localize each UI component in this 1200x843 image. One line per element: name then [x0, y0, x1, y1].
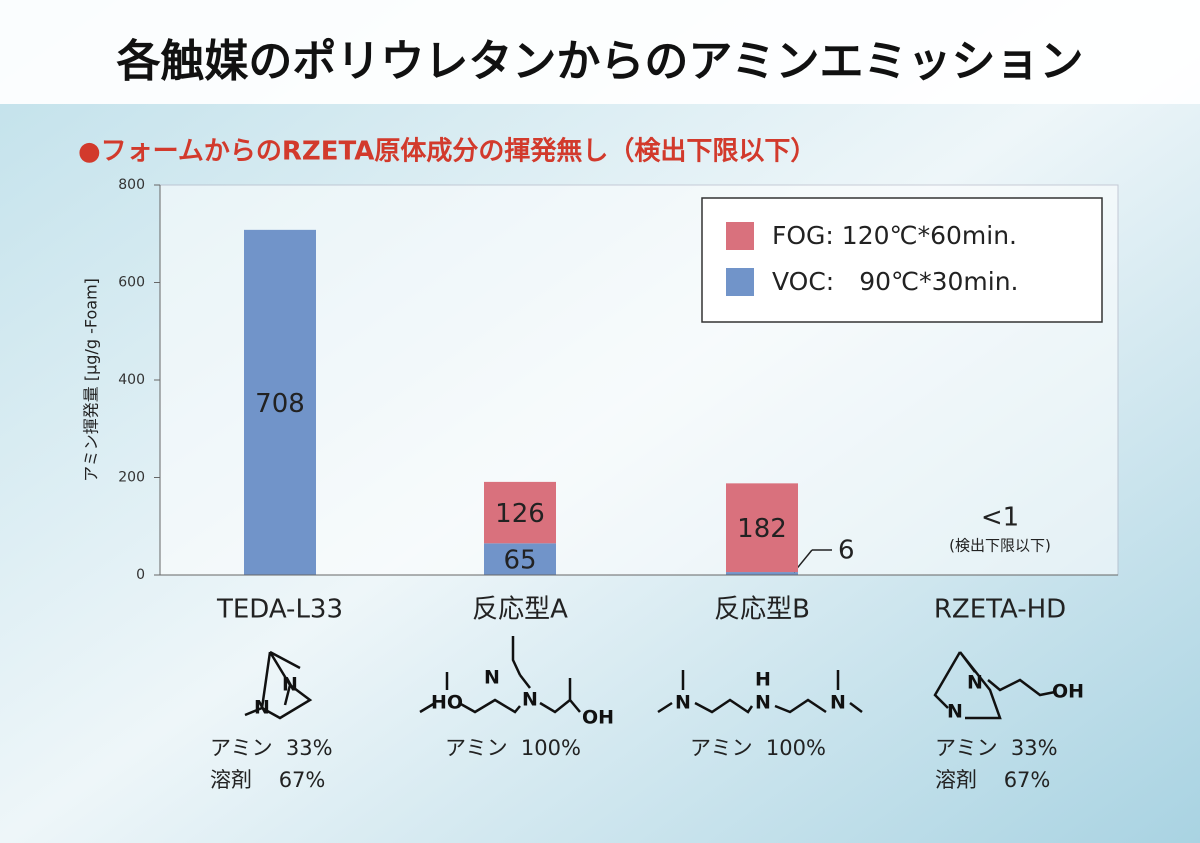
- atom-label: N: [254, 697, 270, 719]
- data-label: 6: [838, 536, 855, 566]
- data-label: 65: [503, 546, 536, 576]
- atom-label: N: [755, 692, 771, 714]
- atom-label: N: [830, 692, 846, 714]
- y-tick-label: 400: [118, 372, 145, 388]
- x-tick-label: RZETA-HD: [934, 595, 1066, 625]
- annotation: (検出下限以下): [949, 537, 1051, 555]
- bar: [484, 481, 556, 544]
- bar: [726, 572, 798, 575]
- data-label: 708: [255, 389, 305, 419]
- bar: [726, 483, 798, 573]
- y-axis-label: アミン揮発量 [μg/g -Foam]: [82, 278, 101, 482]
- composition: 溶剤 67%: [935, 768, 1050, 792]
- composition: アミン 33%: [935, 736, 1058, 760]
- x-tick-label: TEDA-L33: [216, 595, 343, 625]
- composition: アミン 100%: [445, 736, 581, 760]
- annotation: <1: [981, 503, 1019, 533]
- atom-label: N: [484, 667, 500, 689]
- legend-label: FOG: 120℃*60min.: [772, 221, 1017, 250]
- title-band: [0, 0, 1200, 104]
- atom-label: H: [755, 669, 771, 691]
- x-tick-label: 反応型A: [472, 595, 568, 625]
- legend-swatch: [726, 268, 754, 296]
- atom-label: N: [967, 672, 983, 694]
- atom-label: HO: [431, 692, 463, 714]
- composition: 溶剤 67%: [210, 768, 325, 792]
- structures: [244, 636, 1056, 720]
- legend-box: [701, 197, 1103, 323]
- y-tick-label: 0: [136, 567, 145, 583]
- structure-rzeta: [933, 651, 1056, 720]
- composition: アミン 33%: [210, 736, 333, 760]
- legend-swatch: [726, 222, 754, 250]
- composition: アミン 100%: [690, 736, 826, 760]
- structure-b: [657, 670, 863, 714]
- y-tick-label: 800: [118, 177, 145, 193]
- title: 各触媒のポリウレタンからのアミンエミッション: [116, 36, 1083, 87]
- data-label: 182: [737, 514, 787, 544]
- structure-teda: [244, 650, 313, 720]
- bar: [244, 229, 316, 575]
- atom-label: N: [282, 674, 298, 696]
- atom-label: N: [675, 692, 691, 714]
- legend-label: VOC: 90℃*30min.: [772, 267, 1019, 296]
- y-tick-label: 600: [118, 275, 145, 291]
- atom-label: OH: [1052, 681, 1084, 703]
- atom-label: OH: [582, 707, 614, 729]
- x-tick-label: 反応型B: [714, 595, 810, 625]
- data-label: 126: [495, 499, 545, 529]
- subtitle: ●フォームからのRZETA原体成分の揮発無し（検出下限以下）: [78, 137, 816, 167]
- atom-label: N: [947, 701, 963, 723]
- atom-label: N: [522, 689, 538, 711]
- bar: [484, 543, 556, 575]
- y-tick-label: 200: [118, 470, 145, 486]
- structure-a: [419, 636, 581, 714]
